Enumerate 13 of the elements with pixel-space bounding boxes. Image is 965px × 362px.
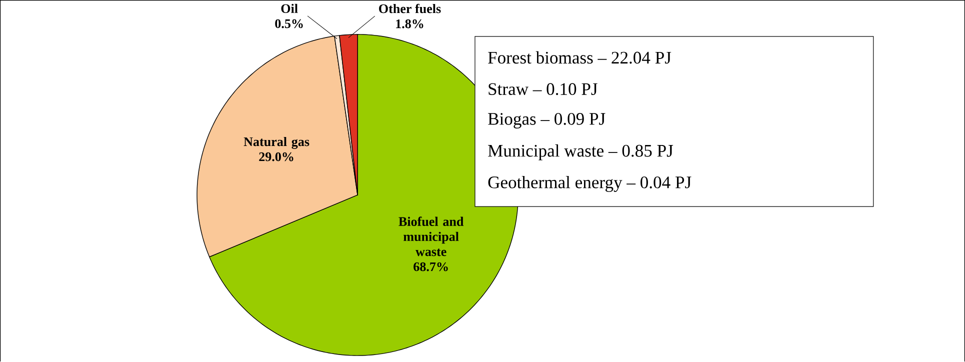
slice-label: Natural gas: [244, 137, 310, 150]
text: Forest biomass – 22.04 PJ: [488, 52, 672, 64]
data-label: 29.0%: [259, 152, 294, 162]
text: Straw – 0.10 PJ: [488, 83, 598, 96]
text: Biogas – 0.09 PJ: [488, 113, 606, 129]
text: Geothermal energy – 0.04 PJ: [488, 176, 692, 192]
text: Municipal waste – 0.85 PJ: [488, 144, 674, 161]
slice-label: Oil: [281, 4, 298, 14]
slice-label: Other fuels: [379, 4, 441, 14]
slice-label: Biofuel and municipal waste: [398, 216, 464, 256]
data-label: 68.7%: [414, 262, 448, 272]
data-label: 1.8%: [396, 20, 424, 28]
data-label: 0.5%: [275, 19, 303, 28]
